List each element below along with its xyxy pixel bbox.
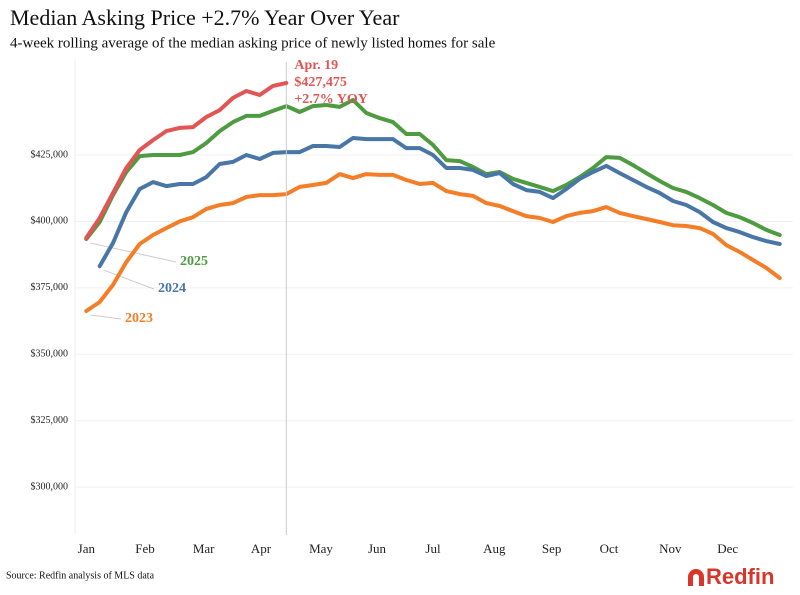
- x-tick-label: May: [309, 541, 333, 556]
- line-series: [84, 172, 782, 313]
- leader-line: [103, 269, 155, 290]
- y-tick-label: $375,000: [31, 282, 69, 293]
- y-tick-label: $300,000: [31, 481, 69, 492]
- x-tick-label: Jan: [78, 541, 96, 556]
- series-label: 2025: [180, 254, 208, 269]
- logo: Redfin: [688, 564, 774, 589]
- x-tick-label: Sep: [542, 541, 562, 556]
- line-series: [97, 136, 782, 269]
- x-tick-label: Jun: [368, 541, 387, 556]
- series-label: 2023: [125, 311, 153, 326]
- x-tick-label: Jul: [425, 541, 441, 556]
- leader-line: [90, 314, 122, 320]
- source-note: Source: Redfin analysis of MLS data: [6, 570, 155, 581]
- x-tick-label: Nov: [659, 541, 682, 556]
- line-series: [84, 81, 289, 240]
- x-tick-label: Aug: [483, 541, 506, 556]
- logo-text: Redfin: [706, 564, 774, 589]
- x-tick-label: Apr: [251, 541, 272, 556]
- annotation: +2.7% YOY: [294, 92, 368, 107]
- logo-icon: [688, 569, 704, 586]
- y-tick-label: $350,000: [31, 349, 69, 360]
- chart-subtitle: 4-week rolling average of the median ask…: [10, 35, 496, 51]
- y-tick-label: $425,000: [31, 149, 69, 160]
- annotation: $427,475: [294, 75, 347, 90]
- chart-title: Median Asking Price +2.7% Year Over Year: [10, 5, 400, 30]
- x-tick-label: Dec: [717, 541, 738, 556]
- series-label: 2024: [158, 281, 186, 296]
- annotation: Apr. 19: [294, 58, 338, 73]
- line-series: [84, 98, 782, 241]
- y-tick-label: $400,000: [31, 216, 69, 227]
- x-tick-label: Oct: [600, 541, 619, 556]
- x-tick-label: Mar: [193, 541, 215, 556]
- x-tick-label: Feb: [135, 541, 155, 556]
- y-tick-label: $325,000: [31, 415, 69, 426]
